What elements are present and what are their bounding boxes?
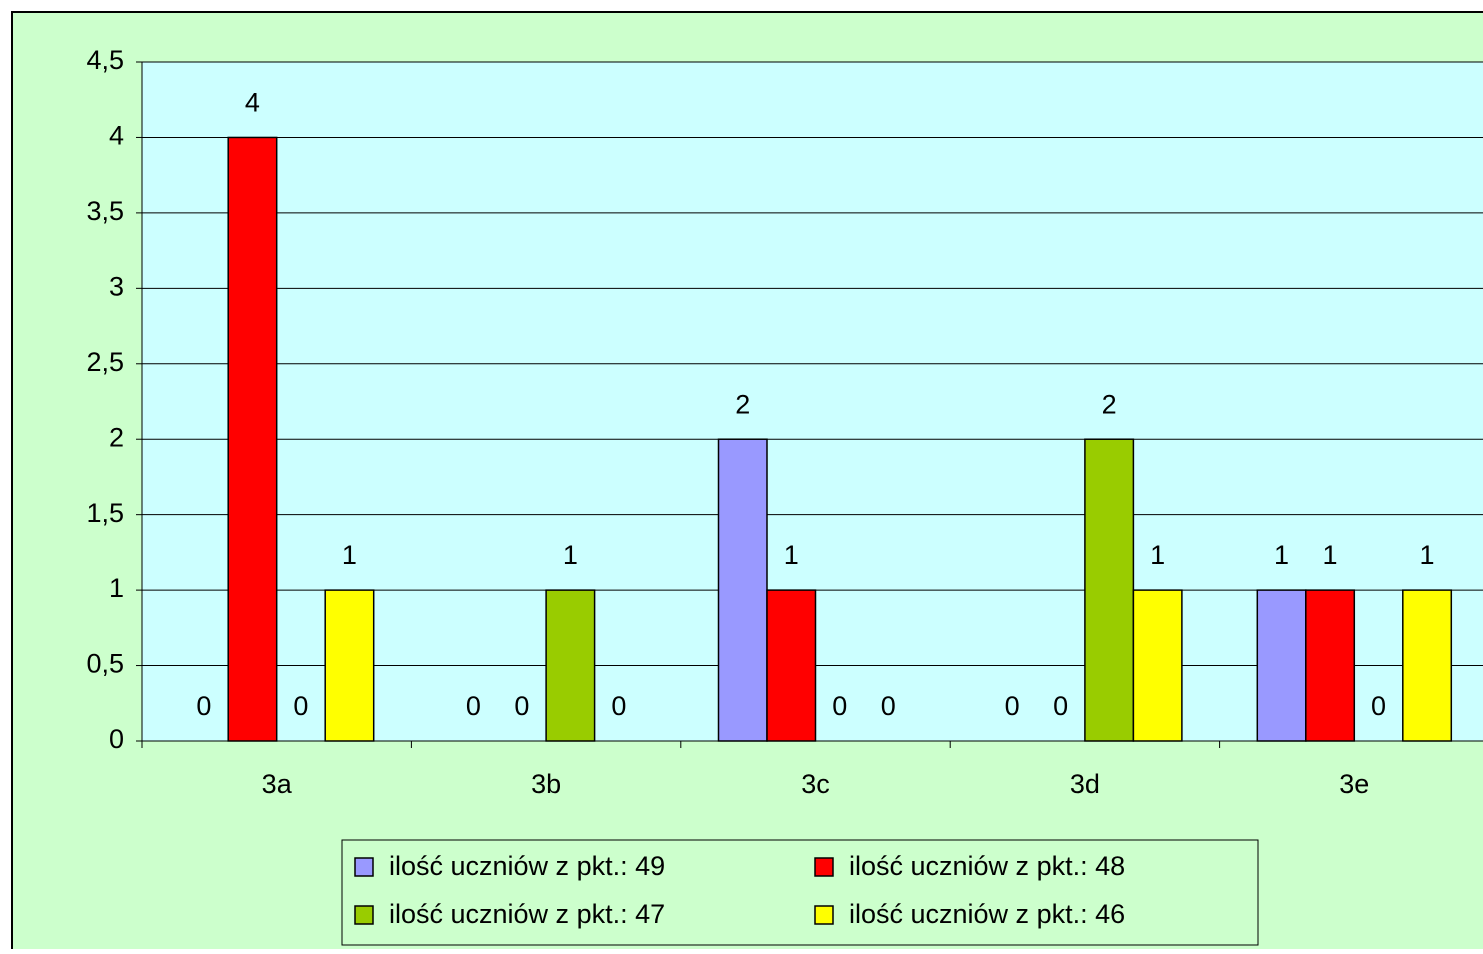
y-tick-label: 0,5 [86,649,124,679]
data-label: 1 [563,540,578,570]
y-tick-label: 2 [109,422,124,452]
legend-label: ilość uczniów z pkt.: 47 [389,899,665,929]
bar [545,589,596,742]
data-label: 4 [245,88,260,118]
data-label: 1 [342,540,357,570]
y-tick-label: 2,5 [86,347,124,377]
y-tick-label: 3,5 [86,196,124,226]
data-label: 0 [1053,691,1068,721]
data-label: 1 [1150,540,1165,570]
legend-label: ilość uczniów z pkt.: 49 [389,851,665,881]
data-label: 0 [832,691,847,721]
bar [766,589,817,742]
bar [1132,589,1183,742]
data-label: 0 [611,691,626,721]
bar [1305,589,1356,742]
data-label: 0 [196,691,211,721]
legend-swatch [814,857,834,877]
data-label: 0 [1005,691,1020,721]
data-label: 1 [1420,540,1435,570]
legend-swatch [354,857,374,877]
data-label: 0 [293,691,308,721]
data-label: 0 [466,691,481,721]
legend-label: ilość uczniów z pkt.: 46 [849,899,1125,929]
data-label: 2 [735,389,750,419]
y-tick-label: 0 [109,724,124,754]
y-tick-label: 3 [109,271,124,301]
data-label: 0 [1371,691,1386,721]
bar [1402,589,1453,742]
data-label: 1 [784,540,799,570]
legend-swatch [354,905,374,925]
bar [1256,589,1307,742]
data-label: 1 [1323,540,1338,570]
data-label: 0 [881,691,896,721]
legend [341,839,1259,946]
bar [324,589,375,742]
x-tick-label: 3c [801,769,830,799]
y-tick-label: 4,5 [86,45,124,75]
y-tick-label: 4 [109,121,124,151]
data-label: 1 [1274,540,1289,570]
x-tick-label: 3e [1339,769,1369,799]
legend-label: ilość uczniów z pkt.: 48 [849,851,1125,881]
data-label: 0 [514,691,529,721]
y-tick-label: 1,5 [86,498,124,528]
bar [1084,438,1135,742]
data-label: 2 [1102,389,1117,419]
bar [717,438,768,742]
x-tick-label: 3d [1070,769,1100,799]
y-tick-label: 1 [109,573,124,603]
x-tick-label: 3a [262,769,293,799]
legend-swatch [814,905,834,925]
x-tick-label: 3b [531,769,561,799]
bar [227,136,278,742]
